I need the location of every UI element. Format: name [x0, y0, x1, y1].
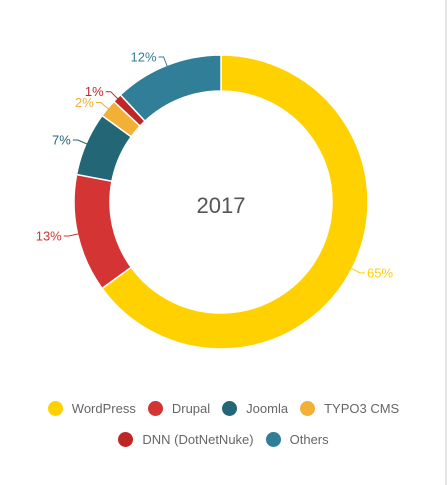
- legend-item-wordpress[interactable]: WordPress: [47, 400, 136, 416]
- legend-swatch: [222, 400, 238, 416]
- slice-wordpress[interactable]: [101, 54, 369, 350]
- leader-line-typo3-cms: [95, 102, 109, 110]
- slices-layer: [73, 54, 369, 350]
- slice-others[interactable]: [119, 54, 222, 123]
- value-label-joomla: 7%: [52, 133, 71, 148]
- legend-swatch: [147, 400, 163, 416]
- legend-swatch: [47, 400, 63, 416]
- legend-label: Joomla: [246, 400, 289, 416]
- leader-lines-layer: [63, 56, 365, 274]
- leader-line-drupal: [63, 233, 79, 237]
- legend-label: Others: [289, 431, 329, 447]
- legend-item-dnn-dotnetnuke[interactable]: DNN (DotNetNuke): [118, 431, 254, 447]
- slice-drupal[interactable]: [73, 173, 133, 290]
- frame-edge: [445, 0, 447, 485]
- legend-label: Drupal: [171, 400, 211, 416]
- leader-line-dnn-dotnetnuke: [105, 91, 119, 100]
- legend-swatch: [118, 431, 134, 447]
- legend-label: WordPress: [71, 400, 136, 416]
- legend-row: DNN (DotNetNuke) Others: [0, 429, 447, 449]
- value-label-wordpress: 65%: [367, 265, 393, 280]
- donut-chart: 65% 13% 7% 2%1% 12% 2017: [36, 49, 394, 350]
- leader-line-wordpress: [350, 267, 365, 274]
- leader-line-others: [158, 56, 168, 67]
- legend-row: WordPress Drupal Joomla TYPO3 CMS: [0, 398, 447, 418]
- chart-legend: WordPress Drupal Joomla TYPO3 CMS DNN (DotNe…: [0, 398, 447, 460]
- legend-swatch: [265, 431, 281, 447]
- value-label-drupal: 13%: [36, 229, 62, 244]
- legend-label: TYPO3 CMS: [324, 400, 400, 416]
- legend-label: DNN (DotNetNuke): [142, 431, 254, 447]
- value-label-others: 12%: [131, 49, 157, 64]
- legend-item-others[interactable]: Others: [265, 431, 329, 447]
- value-label-dnn-dotnetnuke: 1%: [85, 84, 104, 99]
- leader-line-joomla: [72, 139, 88, 145]
- legend-swatch: [300, 400, 316, 416]
- legend-item-typo3-cms[interactable]: TYPO3 CMS: [300, 400, 400, 416]
- chart-title: 2017: [197, 193, 246, 218]
- value-label-typo3-cms: 2%: [75, 95, 94, 110]
- legend-item-drupal[interactable]: Drupal: [147, 400, 211, 416]
- value-labels-layer: 65% 13% 7% 2%1% 12%: [36, 49, 394, 280]
- legend-item-joomla[interactable]: Joomla: [222, 400, 289, 416]
